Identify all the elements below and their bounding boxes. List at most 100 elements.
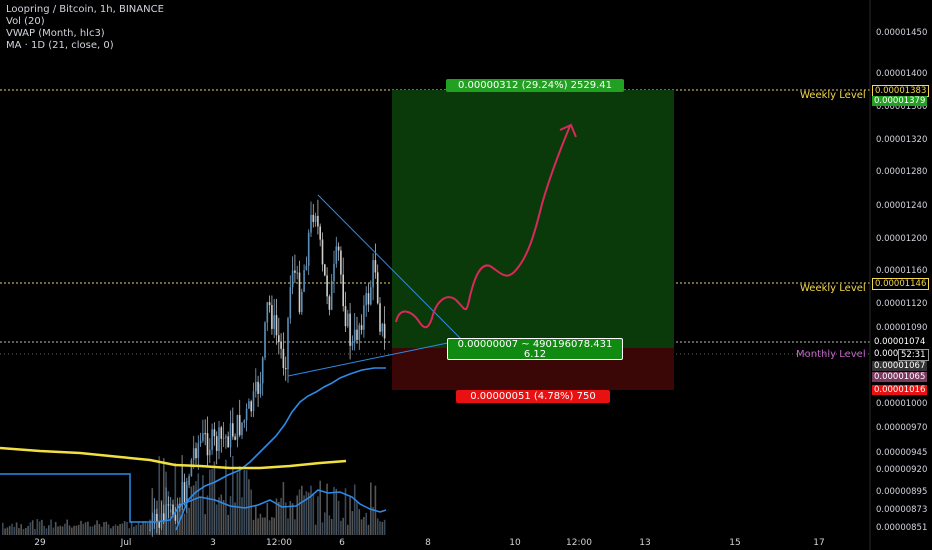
volume-bar (146, 523, 149, 535)
volume-bar (222, 500, 225, 535)
volume-bar (43, 525, 45, 535)
volume-bar (188, 507, 190, 535)
candle-body (360, 325, 363, 330)
volume-bar (59, 525, 62, 535)
legend-vwap[interactable]: VWAP (Month, hlc3) (6, 28, 105, 39)
volume-bar (8, 525, 11, 535)
volume-bar (273, 517, 275, 535)
volume-bar (29, 522, 32, 535)
candle-body (222, 437, 225, 439)
volume-bar (255, 505, 257, 535)
candle-body (273, 315, 275, 329)
candle-body (333, 263, 335, 282)
candle-body (211, 429, 213, 450)
price-tick-label: 0.00000873 (876, 505, 928, 515)
loss-box[interactable]: 0.00000051 (4.78%) 750 (456, 390, 610, 403)
volume-bar (112, 526, 114, 535)
candle-body (190, 459, 193, 477)
volume-bar (36, 519, 39, 535)
volume-bar (257, 518, 259, 535)
volume-bar (66, 519, 68, 535)
volume-bar (261, 517, 264, 535)
price-tick-label: 0.00001450 (876, 28, 928, 38)
volume-bar (18, 528, 20, 535)
candle-body (149, 529, 151, 531)
candle-body (356, 329, 358, 340)
price-tick-label: 0.00000970 (876, 423, 928, 433)
volume-bar (278, 502, 280, 535)
candle-body (153, 513, 156, 521)
candle-body (218, 427, 220, 451)
volume-bar (305, 491, 308, 535)
volume-bar (84, 522, 87, 535)
volume-bar (232, 455, 234, 535)
volume-bar (328, 515, 331, 535)
volume-bar (52, 527, 55, 535)
volume-bar (75, 525, 78, 535)
candle-body (305, 265, 308, 271)
volume-bar (133, 526, 135, 535)
price-tick-label: 0.00001000 (876, 399, 928, 409)
volume-bar (220, 494, 223, 535)
candle-body (204, 433, 206, 435)
candle-body (314, 215, 317, 222)
volume-bar (140, 524, 142, 535)
monthly-level-label: Monthly Level (796, 349, 866, 360)
candle-body (264, 322, 266, 358)
volume-bar (294, 519, 296, 535)
volume-bar (344, 488, 347, 535)
volume-bar (22, 528, 25, 535)
price-tick-label: 0.00001360 (876, 102, 928, 112)
volume-bar (227, 514, 229, 535)
volume-bar (172, 514, 174, 535)
candle-body (227, 436, 229, 448)
candle-body (241, 422, 243, 436)
volume-bar (337, 500, 340, 535)
volume-bar (250, 489, 252, 535)
volume-bars (2, 455, 386, 535)
legend-ma[interactable]: MA · 1D (21, close, 0) (6, 40, 114, 51)
candle-body (199, 440, 202, 444)
candle-body (328, 296, 331, 310)
candle-body (278, 335, 280, 343)
volume-bar (71, 527, 73, 535)
price-tick-label: 0.00001090 (876, 323, 928, 333)
candle-body (176, 503, 179, 521)
candle-body (266, 302, 269, 323)
price-tick-label: 0.00001120 (876, 299, 928, 309)
candle-body (381, 323, 384, 332)
price-tick-label: 0.00000895 (876, 487, 928, 497)
volume-bar (151, 488, 154, 535)
volume-bar (6, 527, 9, 535)
badge-current: 0.00001074 (872, 337, 928, 347)
legend-title[interactable]: Loopring / Bitcoin, 1h, BINANCE (6, 4, 164, 15)
weekly-level-label-top: Weekly Level (800, 90, 866, 101)
candle-body (351, 341, 354, 346)
candle-body (271, 305, 273, 329)
volume-bar (324, 512, 326, 535)
volume-bar (117, 525, 119, 535)
candle-body (365, 293, 367, 306)
volume-bar (376, 518, 379, 535)
volume-bar (298, 489, 301, 535)
legend-vol[interactable]: Vol (20) (6, 16, 45, 27)
profit-box[interactable]: 0.00000312 (29.24%) 2529.41 (446, 79, 624, 92)
volume-bar (77, 524, 80, 535)
candle-body (172, 504, 174, 516)
entry-box[interactable]: 0.00000007 ~ 490196078.431 6.12 (447, 338, 623, 360)
volume-bar (284, 502, 287, 535)
candle-body (259, 383, 262, 394)
volume-bar (289, 501, 292, 535)
time-tick-label: 12:00 (266, 538, 292, 548)
volume-bar (57, 526, 59, 535)
volume-bar (335, 488, 338, 535)
price-tick-label: 0.00001240 (876, 201, 928, 211)
volume-bar (351, 511, 354, 535)
volume-bar (204, 514, 206, 535)
volume-bar (202, 475, 204, 535)
volume-bar (312, 493, 315, 535)
volume-bar (245, 470, 248, 535)
candle-body (248, 401, 250, 409)
candle-body (342, 274, 344, 307)
